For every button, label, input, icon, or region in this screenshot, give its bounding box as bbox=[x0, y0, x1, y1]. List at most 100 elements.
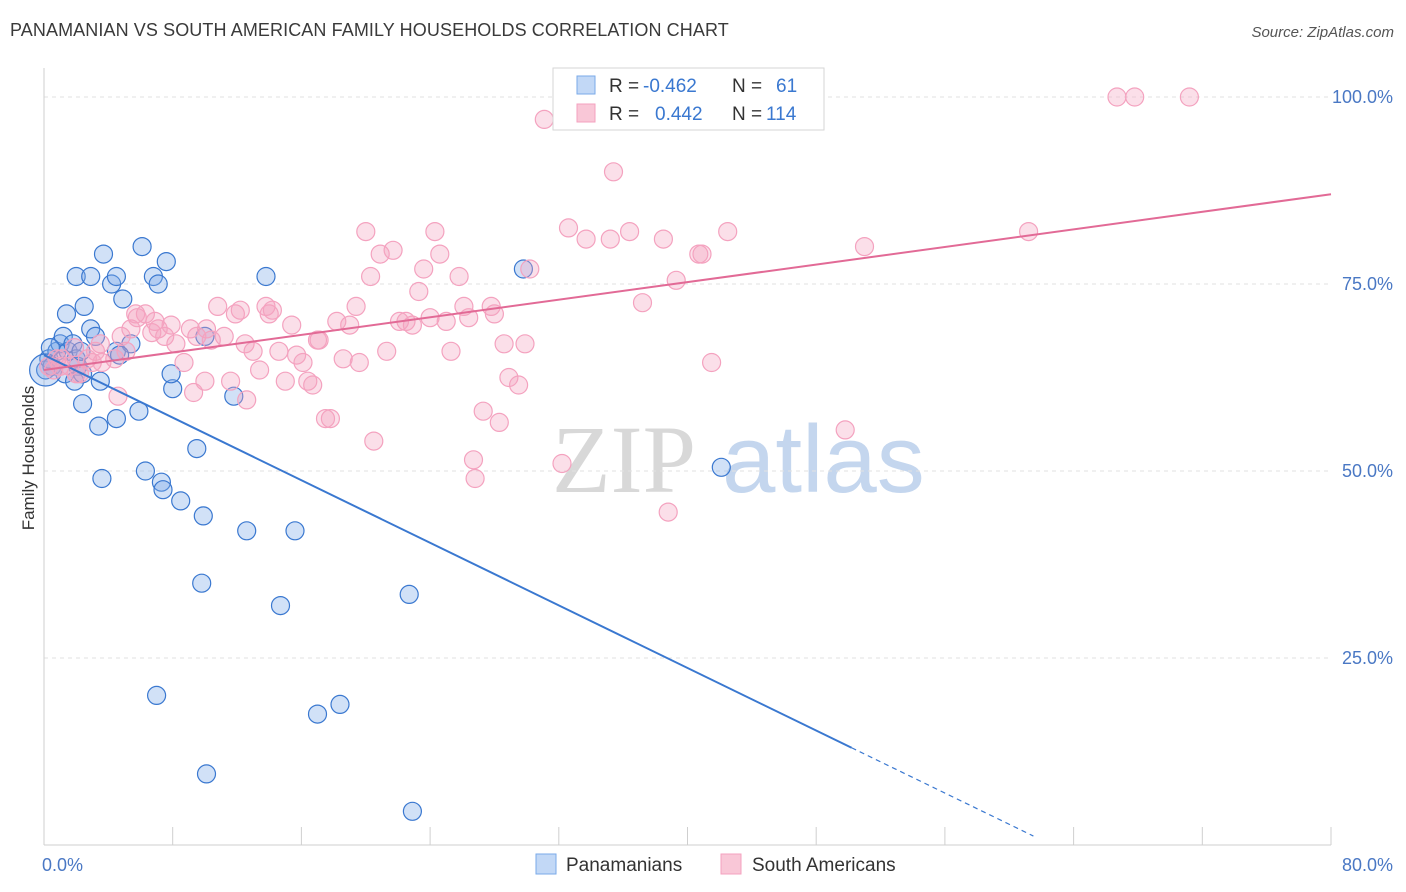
south-americans-point-19 bbox=[174, 352, 194, 373]
south-americans-point-95 bbox=[1018, 222, 1039, 242]
legend-n-label-a: N = bbox=[732, 76, 762, 97]
legend-r-label-b: R = bbox=[609, 104, 639, 125]
south-americans-point-110 bbox=[184, 382, 204, 403]
south-americans-point-16 bbox=[155, 326, 175, 346]
south-americans-point-82 bbox=[600, 229, 620, 249]
panamanians-point-46 bbox=[187, 439, 207, 459]
south-americans-point-72 bbox=[489, 412, 509, 432]
y-tick-label-3: 100.0% bbox=[1332, 87, 1393, 107]
panamanians-point-36 bbox=[161, 364, 181, 384]
south-americans-point-28 bbox=[230, 300, 250, 320]
south-americans-point-92 bbox=[718, 222, 738, 242]
panamanians-point-58 bbox=[513, 259, 534, 279]
panamanians-point-53 bbox=[147, 685, 167, 706]
y-tick-label-1: 50.0% bbox=[1342, 461, 1393, 481]
south-americans-point-106 bbox=[64, 338, 85, 358]
south-americans-point-78 bbox=[534, 109, 554, 130]
south-americans-point-51 bbox=[364, 431, 384, 451]
panamanians-point-32 bbox=[106, 409, 127, 429]
south-americans-point-25 bbox=[214, 326, 234, 346]
chart-title: PANAMANIAN VS SOUTH AMERICAN FAMILY HOUS… bbox=[10, 20, 729, 40]
panamanians-trend-line bbox=[43, 354, 853, 749]
south-americans-point-75 bbox=[508, 375, 529, 395]
south-americans-point-93 bbox=[835, 420, 855, 440]
panamanians-point-50 bbox=[192, 573, 212, 593]
south-americans-point-80 bbox=[558, 218, 579, 238]
y-tick-label-2: 75.0% bbox=[1342, 274, 1393, 294]
panamanians-point-28 bbox=[256, 266, 276, 287]
south-americans-point-101 bbox=[90, 334, 110, 354]
south-americans-point-74 bbox=[499, 367, 519, 388]
south-americans-point-40 bbox=[303, 375, 323, 395]
south-americans-point-21 bbox=[187, 326, 207, 346]
south-americans-point-42 bbox=[315, 409, 336, 429]
x-tick-label-0: 0.0% bbox=[42, 855, 83, 875]
y-tick-label-0: 25.0% bbox=[1342, 648, 1393, 668]
south-americans-point-9 bbox=[111, 326, 131, 346]
south-americans-point-111 bbox=[195, 371, 215, 391]
south-americans-point-87 bbox=[658, 502, 678, 522]
panamanians-point-22 bbox=[156, 252, 176, 272]
x-tick-label-1: 80.0% bbox=[1342, 855, 1393, 875]
south-americans-point-31 bbox=[250, 360, 270, 380]
south-americans-point-36 bbox=[282, 315, 302, 335]
panamanians-point-42 bbox=[135, 461, 155, 481]
panamanians-point-21 bbox=[132, 237, 152, 257]
south-americans-point-84 bbox=[619, 222, 640, 242]
panamanians-point-14 bbox=[56, 304, 77, 324]
bottom-legend: Panamanians South Americans bbox=[535, 853, 896, 876]
south-americans-point-68 bbox=[463, 450, 484, 470]
south-americans-point-69 bbox=[465, 468, 485, 489]
panamanians-point-55 bbox=[307, 704, 328, 724]
south-americans-point-24 bbox=[208, 296, 228, 316]
watermark-atlas: atlas bbox=[722, 406, 925, 513]
south-americans-point-70 bbox=[473, 401, 493, 421]
south-americans-point-13 bbox=[135, 304, 155, 324]
panamanians-point-31 bbox=[90, 371, 110, 391]
south-americans-point-18 bbox=[166, 334, 186, 354]
south-americans-trend-line bbox=[43, 193, 1332, 372]
south-americans-point-83 bbox=[603, 162, 624, 182]
bottom-legend-panamanians: Panamanians bbox=[566, 855, 682, 876]
south-americans-point-65 bbox=[449, 266, 469, 287]
south-americans-point-76 bbox=[515, 334, 535, 354]
y-axis-title: Family Households bbox=[19, 386, 38, 531]
panamanians-point-56 bbox=[196, 764, 217, 784]
legend-r-value-b: 0.442 bbox=[655, 104, 703, 125]
bottom-legend-south-americans: South Americans bbox=[752, 855, 896, 876]
bottom-legend-swatch-south-americans bbox=[720, 853, 742, 875]
panamanians-point-19 bbox=[113, 289, 133, 309]
south-americans-point-46 bbox=[340, 315, 360, 335]
south-americans-point-79 bbox=[552, 453, 572, 474]
south-americans-point-112 bbox=[259, 304, 279, 324]
panamanians-point-52 bbox=[399, 584, 419, 605]
legend-n-value-a: 61 bbox=[776, 76, 797, 97]
panamanians-trend-extension bbox=[851, 747, 1034, 837]
tick-labels: 25.0% 50.0% 75.0% 100.0% 0.0% 80.0% Family Hou… bbox=[19, 87, 1393, 875]
south-americans-point-97 bbox=[1125, 87, 1145, 107]
trend-lines bbox=[43, 193, 1332, 837]
south-americans-point-73 bbox=[494, 334, 514, 354]
legend-r-value-a: -0.462 bbox=[643, 76, 697, 97]
south-americans-point-103 bbox=[126, 304, 146, 324]
south-americans-point-88 bbox=[666, 270, 686, 290]
legend-box: R = -0.462 N = 61 R = 0.442 N = 114 bbox=[552, 67, 825, 131]
legend-swatch-south-americans bbox=[576, 103, 596, 123]
panamanians-point-59 bbox=[711, 457, 731, 477]
south-americans-point-10 bbox=[116, 341, 136, 361]
panamanians-point-41 bbox=[92, 468, 112, 489]
south-americans-point-43 bbox=[320, 409, 340, 429]
south-americans-point-94 bbox=[854, 237, 875, 257]
south-americans-point-34 bbox=[269, 341, 289, 361]
panamanians-point-20 bbox=[93, 244, 114, 264]
south-americans-point-90 bbox=[692, 244, 712, 264]
panamanians-point-57 bbox=[402, 801, 422, 821]
panamanians-point-44 bbox=[153, 480, 173, 500]
south-americans-point-64 bbox=[441, 341, 461, 361]
axes bbox=[43, 68, 1332, 846]
south-americans-point-50 bbox=[361, 266, 381, 287]
south-americans-point-98 bbox=[1179, 87, 1200, 107]
panamanians-point-49 bbox=[285, 521, 305, 541]
south-americans-point-77 bbox=[520, 259, 540, 279]
